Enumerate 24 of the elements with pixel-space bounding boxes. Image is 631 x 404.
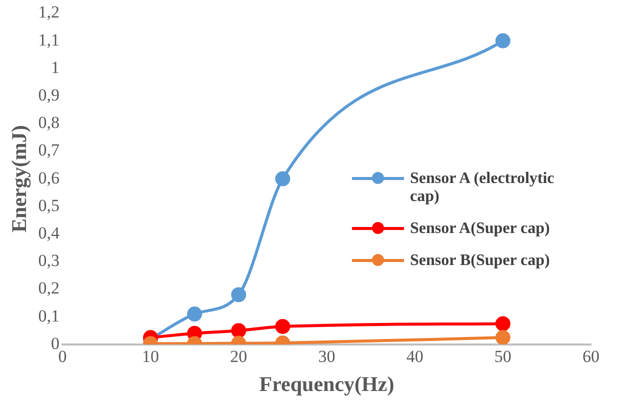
y-tick-label: 0,9 — [38, 85, 60, 104]
y-tick-label: 0,7 — [38, 140, 60, 160]
x-tick-label: 30 — [318, 347, 336, 366]
x-axis-title: Frequency(Hz) — [259, 372, 394, 396]
legend-label: Sensor A (electrolytic cap) — [410, 170, 556, 206]
y-tick-label: 0 — [50, 334, 60, 353]
y-tick-label: 0,3 — [38, 251, 60, 270]
legend-label: Sensor B(Super cap) — [410, 252, 550, 270]
y-tick-label: 0,5 — [38, 196, 60, 215]
y-axis-title: Energy(mJ) — [7, 125, 32, 232]
x-tick-label: 60 — [582, 347, 600, 366]
x-tick-label: 10 — [142, 347, 160, 366]
y-tick-label: 0,8 — [38, 113, 60, 132]
y-tick-label: 0,4 — [38, 223, 60, 242]
y-tick-label: 1,1 — [38, 30, 60, 50]
y-tick-label: 0,6 — [38, 168, 60, 188]
y-tick-label: 0,1 — [38, 306, 60, 326]
x-tick-label: 50 — [494, 347, 512, 366]
x-tick-label: 20 — [230, 347, 248, 366]
y-tick-label: 0,2 — [38, 278, 60, 298]
x-tick-label: 40 — [406, 347, 424, 366]
legend-label: Sensor A(Super cap) — [410, 220, 550, 238]
y-tick-label: 1,2 — [38, 2, 60, 22]
y-tick-label: 1 — [50, 58, 60, 77]
